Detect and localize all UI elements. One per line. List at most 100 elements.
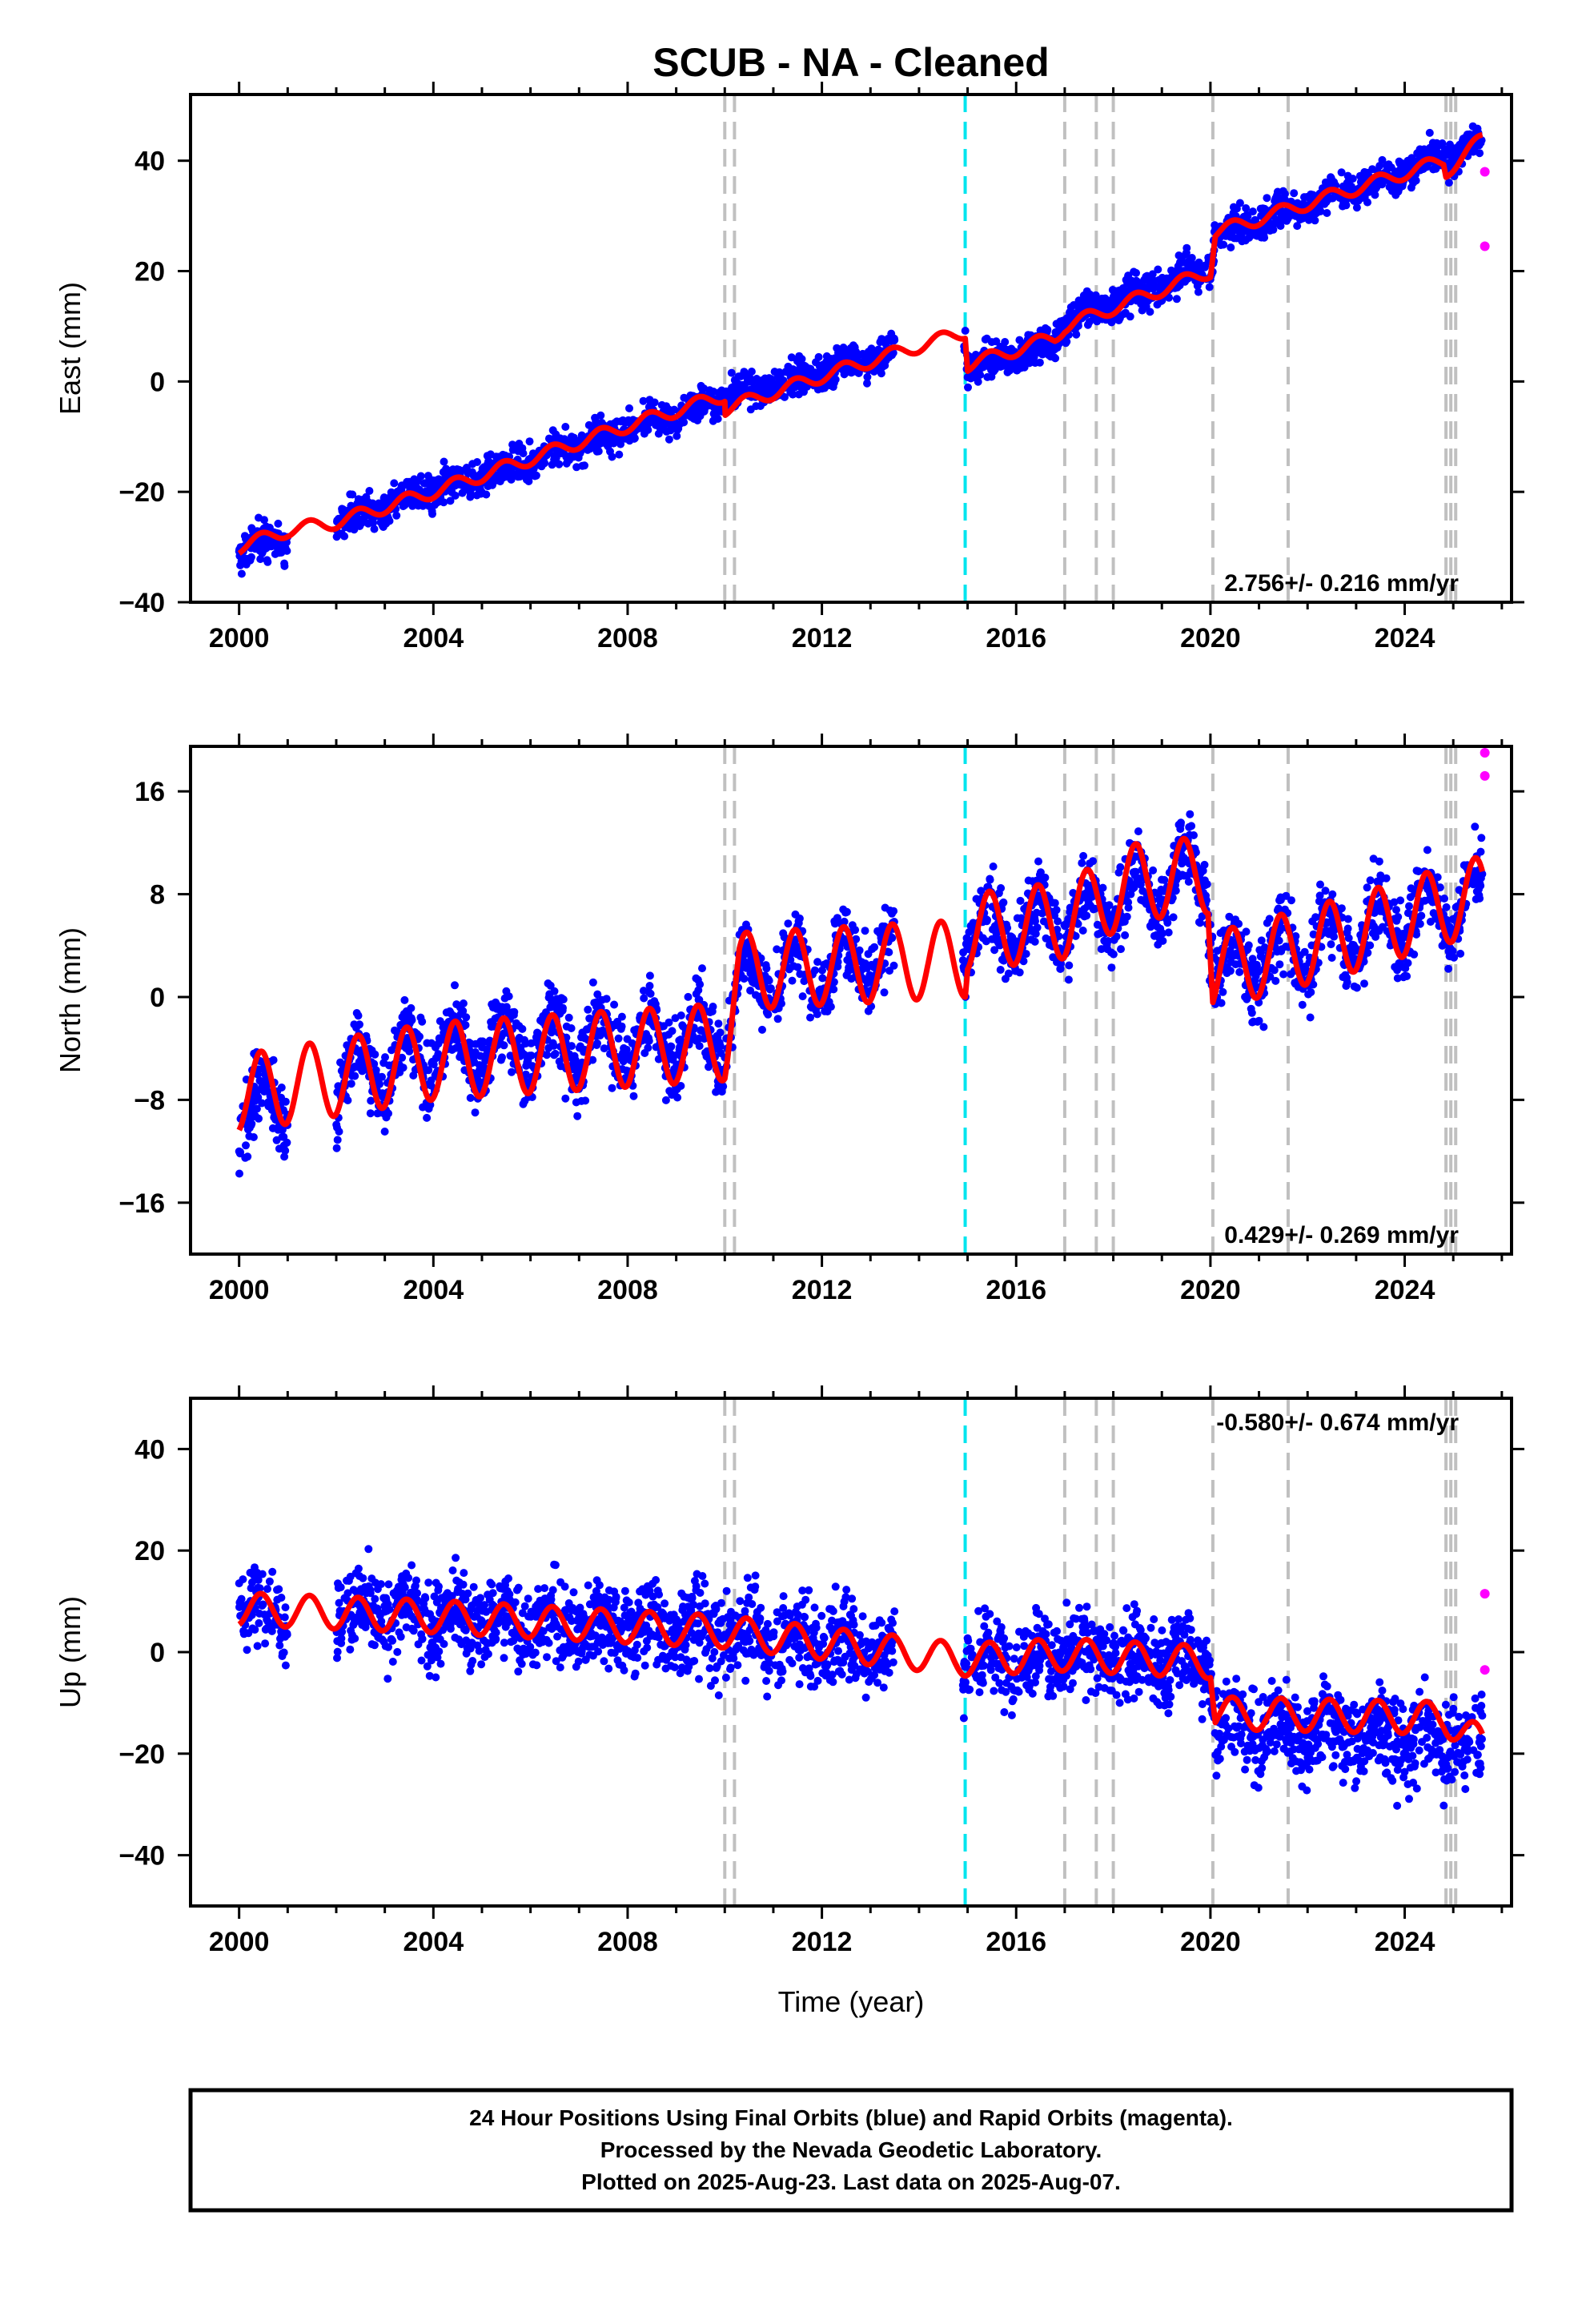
final-orbit-point <box>1423 846 1431 854</box>
final-orbit-point <box>1082 911 1091 920</box>
final-orbit-point <box>237 569 246 578</box>
final-orbit-point <box>1190 831 1198 839</box>
final-orbit-point <box>855 946 864 955</box>
final-orbit-point <box>559 1003 567 1012</box>
final-orbit-point <box>550 987 559 995</box>
final-orbit-point <box>983 915 991 924</box>
final-orbit-point <box>1072 330 1081 339</box>
final-orbit-point <box>1260 233 1269 242</box>
final-orbit-point <box>593 1039 601 1047</box>
final-orbit-point <box>1316 207 1325 215</box>
final-orbit-point <box>1363 883 1371 892</box>
final-orbit-point <box>1323 209 1331 217</box>
final-orbit-point <box>1219 987 1227 996</box>
final-orbit-point <box>1394 913 1403 921</box>
final-orbit-point <box>283 546 291 555</box>
final-orbit-point <box>1227 243 1235 251</box>
final-orbit-point <box>999 898 1008 907</box>
final-orbit-point <box>716 1028 725 1037</box>
final-orbit-point <box>532 471 540 480</box>
final-orbit-point <box>1371 191 1379 199</box>
final-orbit-point <box>1146 308 1154 316</box>
final-orbit-point <box>555 460 564 468</box>
final-orbit-point <box>371 1050 379 1059</box>
final-orbit-point <box>462 1013 471 1022</box>
final-orbit-point <box>617 1012 626 1021</box>
final-orbit-point <box>1109 950 1118 959</box>
final-orbit-point <box>1132 268 1140 277</box>
final-orbit-point <box>645 982 654 990</box>
east-y-tick-label: −20 <box>118 477 165 508</box>
final-orbit-point <box>1235 199 1244 207</box>
final-orbit-point <box>661 1096 670 1104</box>
final-orbit-point <box>518 1024 527 1033</box>
final-orbit-point <box>625 404 633 412</box>
final-orbit-point <box>581 1096 590 1105</box>
final-orbit-point <box>1033 923 1042 932</box>
final-orbit-point <box>1476 149 1484 158</box>
final-orbit-point <box>1366 941 1375 950</box>
final-orbit-point <box>1415 919 1424 928</box>
final-orbit-point <box>354 1011 363 1020</box>
final-orbit-point <box>1396 896 1405 905</box>
final-orbit-point <box>1148 270 1157 279</box>
final-orbit-point <box>1015 968 1024 977</box>
final-orbit-point <box>1290 189 1299 198</box>
final-orbit-point <box>890 336 899 344</box>
final-orbit-point <box>1348 175 1357 183</box>
final-orbit-point <box>1172 295 1181 304</box>
final-orbit-point <box>1275 936 1283 945</box>
final-orbit-point <box>280 561 289 570</box>
final-orbit-point <box>405 1047 414 1055</box>
east-x-tick-label: 2024 <box>1375 623 1435 653</box>
final-orbit-point <box>335 1128 343 1136</box>
final-orbit-point <box>365 487 374 495</box>
final-orbit-point <box>580 461 588 470</box>
final-orbit-point <box>466 1094 475 1102</box>
final-orbit-point <box>1016 896 1025 905</box>
final-orbit-point <box>644 1043 652 1052</box>
final-orbit-point <box>543 1051 551 1059</box>
final-orbit-point <box>1321 887 1330 895</box>
final-orbit-point <box>1272 215 1281 224</box>
final-orbit-point <box>459 999 468 1007</box>
final-orbit-point <box>504 992 513 1001</box>
final-orbit-point <box>1184 878 1193 886</box>
final-orbit-point <box>1392 906 1400 915</box>
final-orbit-point <box>1306 1013 1315 1022</box>
final-orbit-point <box>1126 312 1134 321</box>
final-orbit-point <box>789 390 797 399</box>
final-orbit-point <box>416 1032 424 1041</box>
final-orbit-point <box>1343 978 1351 987</box>
final-orbit-point <box>390 479 399 488</box>
final-orbit-point <box>247 1120 256 1128</box>
east-x-tick-label: 2008 <box>597 623 658 653</box>
final-orbit-point <box>519 449 528 458</box>
final-orbit-point <box>1403 972 1411 980</box>
final-orbit-point <box>1382 874 1391 883</box>
final-orbit-point <box>727 368 736 377</box>
final-orbit-point <box>1425 128 1434 137</box>
final-orbit-point <box>667 1042 676 1051</box>
final-orbit-point <box>1160 875 1169 884</box>
final-orbit-point <box>573 1112 582 1120</box>
final-orbit-point <box>440 457 448 466</box>
final-orbit-point <box>787 353 796 362</box>
final-orbit-point <box>877 369 885 378</box>
final-orbit-point <box>1257 936 1266 945</box>
final-orbit-point <box>243 1152 252 1161</box>
final-orbit-point <box>440 498 448 507</box>
final-orbit-point <box>713 415 722 423</box>
final-orbit-point <box>1169 913 1178 922</box>
final-orbit-point <box>1001 338 1010 346</box>
final-orbit-point <box>1107 963 1116 972</box>
final-orbit-point <box>842 907 851 916</box>
final-orbit-point <box>788 976 797 985</box>
north-plot-area <box>235 746 1490 1254</box>
final-orbit-point <box>418 1017 427 1026</box>
final-orbit-point <box>392 511 401 520</box>
final-orbit-point <box>797 355 806 364</box>
final-orbit-point <box>889 961 898 970</box>
final-orbit-point <box>343 1096 352 1104</box>
